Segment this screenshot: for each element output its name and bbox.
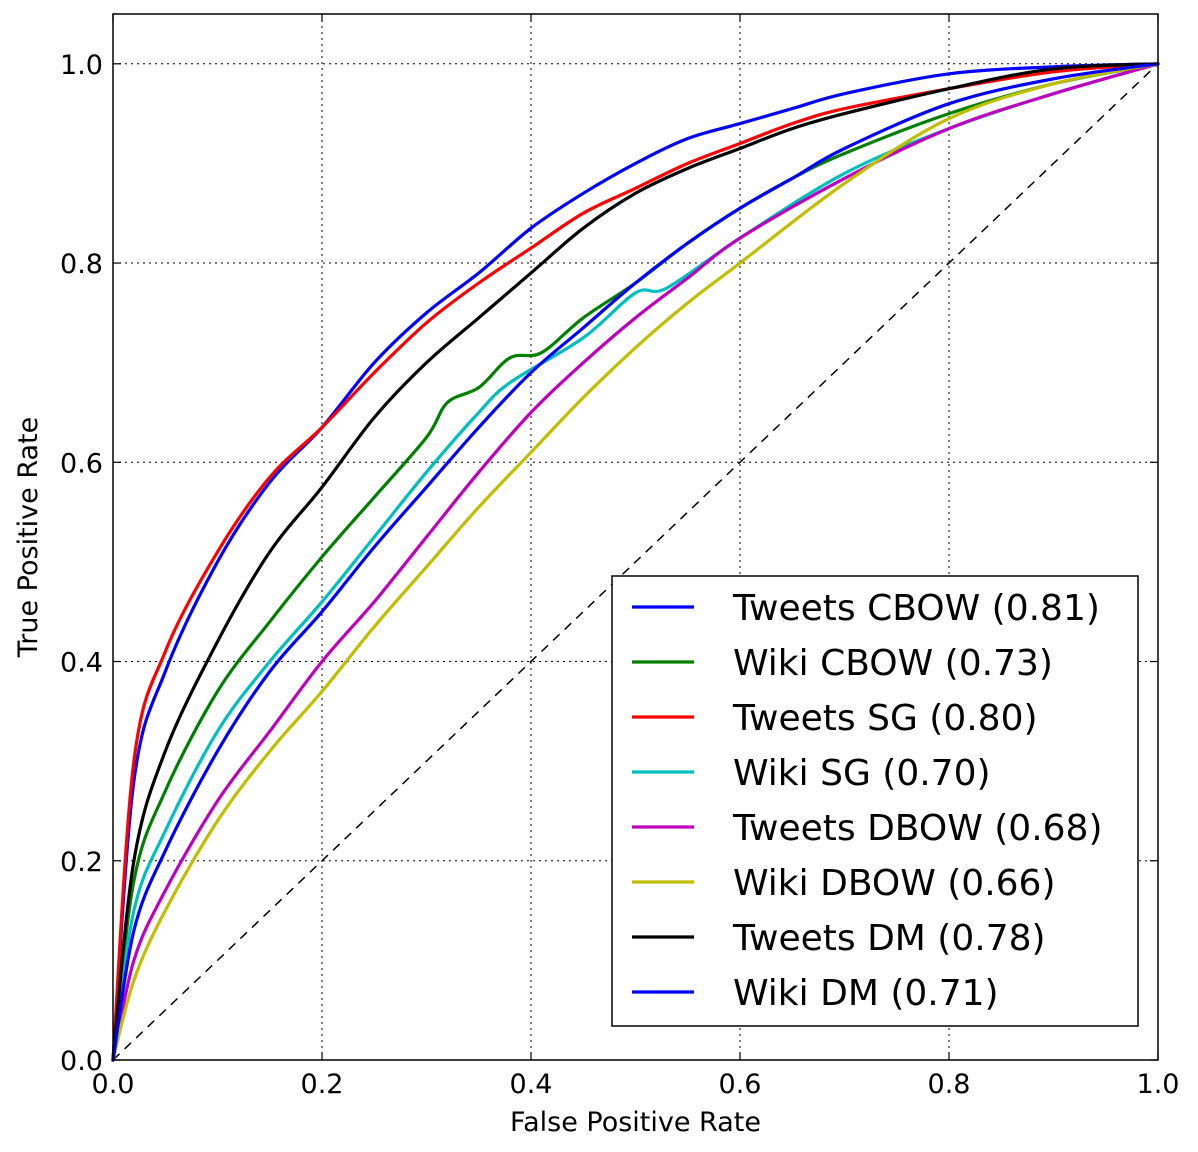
y-tick-label: 0.6 (60, 448, 103, 479)
ticks: 0.0 0.2 0.4 0.6 0.8 1.0 0.0 0.2 0.4 0.6 0.8 1.0 (60, 14, 1179, 1100)
x-axis-label: False Positive Rate (510, 1107, 761, 1138)
x-tick-label: 1.0 (1137, 1069, 1180, 1100)
series-line-tweets-cbow (111, 62, 1160, 1062)
y-tick-label: 0.0 (60, 1046, 103, 1077)
legend-label-tweets-dbow: Tweets DBOW (0.68) (732, 808, 1103, 849)
series-line-wiki-cbow (111, 62, 1160, 1062)
x-tick-label: 0.8 (928, 1069, 971, 1100)
legend-label-wiki-dm: Wiki DM (0.71) (733, 973, 999, 1014)
legend-box (611, 575, 1139, 1027)
y-axis-label: True Positive Rate (13, 417, 44, 659)
series-line-wiki-dbow (111, 62, 1160, 1062)
grid (112, 14, 1159, 1061)
x-tick-label: 0.6 (719, 1069, 762, 1100)
legend-label-wiki-sg: Wiki SG (0.70) (733, 753, 991, 794)
legend: Tweets CBOW (0.81) Wiki CBOW (0.73) Tweets… (611, 575, 1139, 1027)
series-layer (111, 62, 1160, 1062)
series-line-tweets-dm (111, 62, 1160, 1062)
x-tick-label: 0.2 (301, 1069, 344, 1100)
legend-label-tweets-dm: Tweets DM (0.78) (732, 918, 1046, 959)
x-tick-label: 0.0 (92, 1069, 135, 1100)
legend-label-tweets-sg: Tweets SG (0.80) (732, 698, 1038, 739)
y-tick-label: 0.2 (60, 847, 103, 878)
series-line-tweets-sg (111, 62, 1160, 1062)
plot-frame (112, 13, 1159, 1061)
x-tick-label: 0.4 (510, 1069, 553, 1100)
series-line-wiki-sg (111, 62, 1160, 1062)
legend-label-tweets-cbow: Tweets CBOW (0.81) (732, 588, 1100, 629)
y-tick-label: 1.0 (60, 50, 103, 81)
y-tick-label: 0.8 (60, 249, 103, 280)
legend-label-wiki-dbow: Wiki DBOW (0.66) (733, 863, 1056, 904)
series-line-wiki-dm (111, 62, 1160, 1062)
legend-label-wiki-cbow: Wiki CBOW (0.73) (733, 643, 1053, 684)
chance-diagonal (112, 63, 1159, 1061)
y-tick-label: 0.4 (60, 648, 103, 679)
